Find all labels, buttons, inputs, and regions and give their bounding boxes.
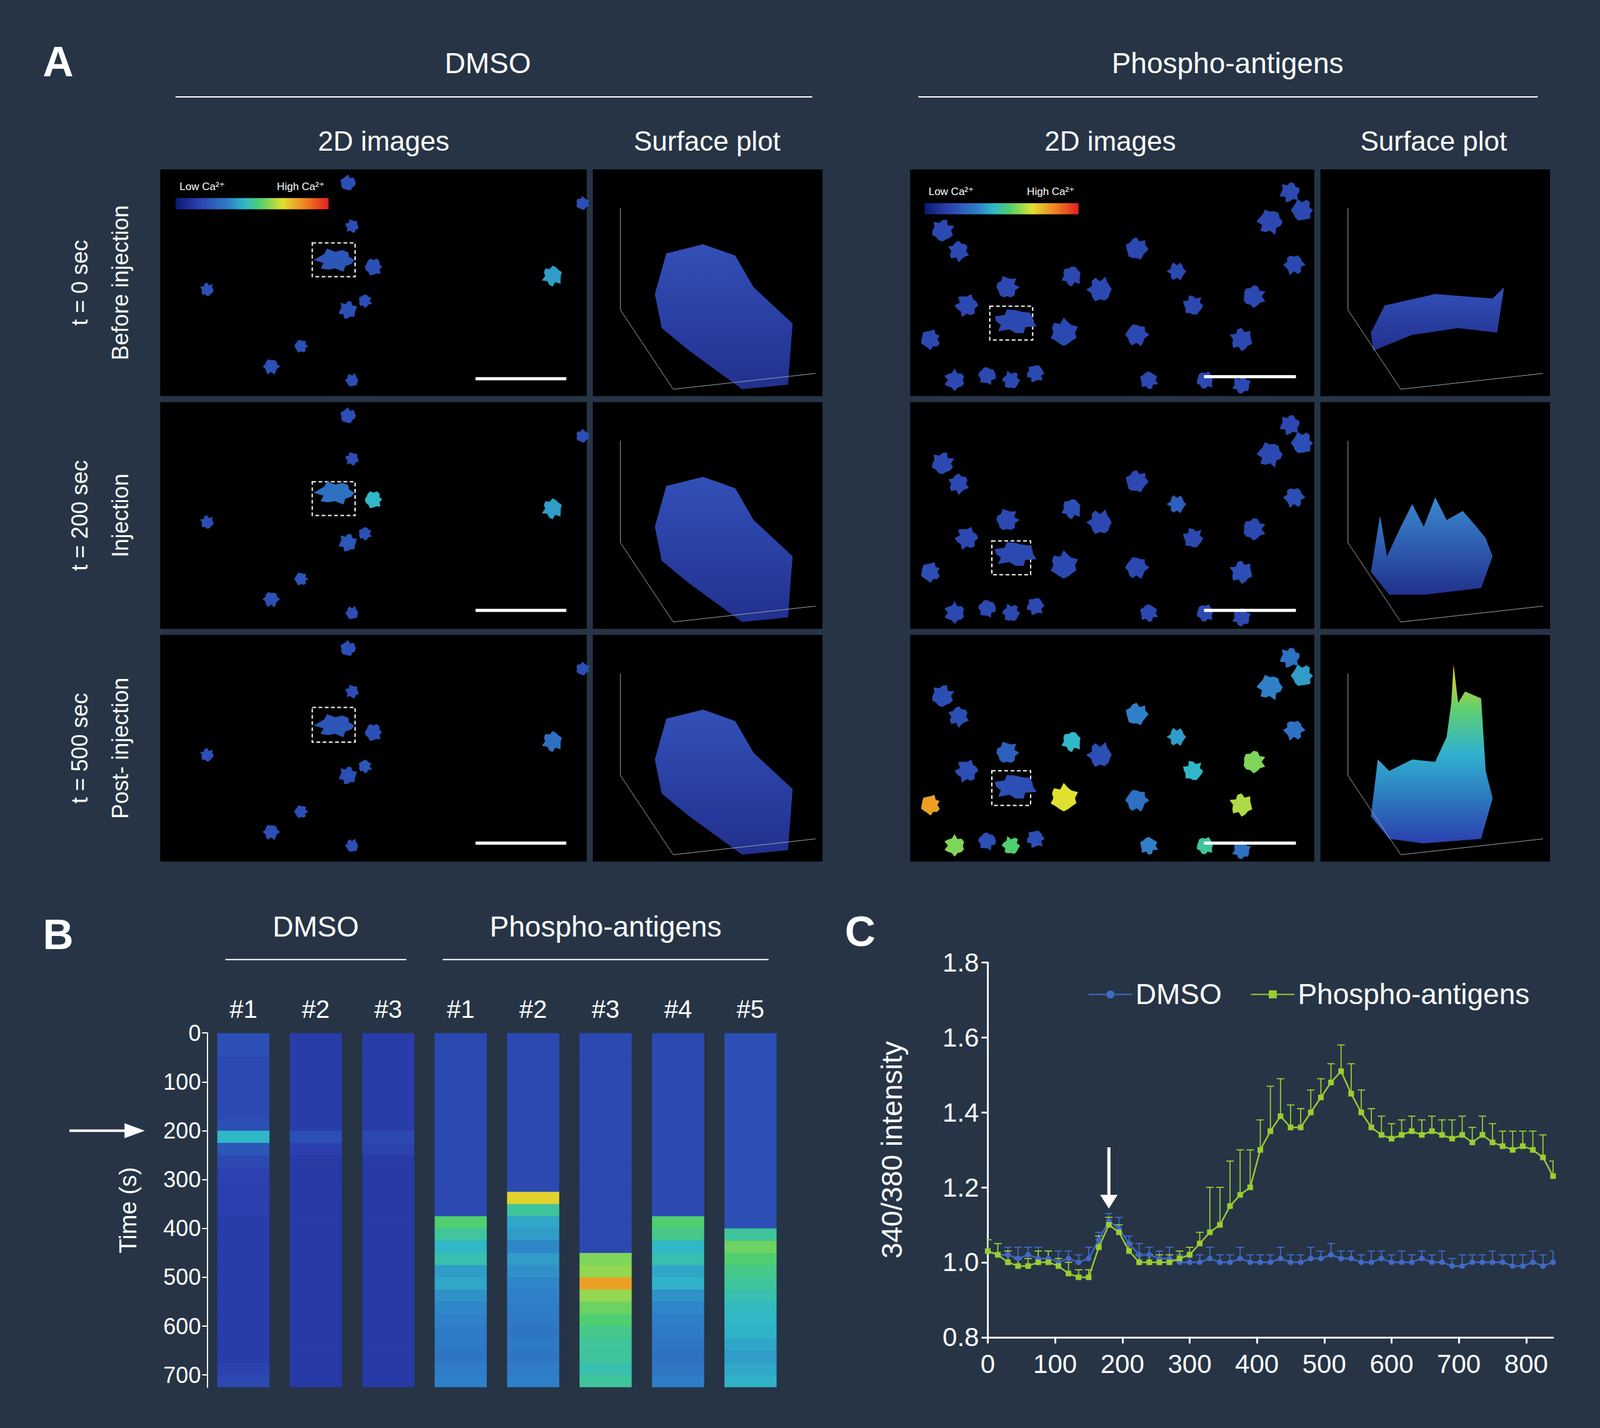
svg-text:1.6: 1.6 (942, 1022, 979, 1052)
svg-text:Before injection: Before injection (107, 205, 134, 360)
svg-text:600: 600 (163, 1313, 201, 1339)
svg-text:100: 100 (1033, 1348, 1077, 1379)
svg-text:#1: #1 (446, 995, 475, 1023)
svg-text:t = 500 sec: t = 500 sec (66, 692, 93, 804)
svg-text:700: 700 (1436, 1348, 1481, 1379)
svg-text:1.2: 1.2 (942, 1172, 979, 1202)
svg-text:#3: #3 (591, 995, 620, 1023)
svg-text:0: 0 (980, 1348, 995, 1379)
svg-text:High Ca²⁺: High Ca²⁺ (276, 180, 325, 193)
svg-text:1.8: 1.8 (942, 947, 979, 977)
svg-text:#4: #4 (664, 995, 693, 1023)
svg-text:#3: #3 (374, 995, 403, 1023)
svg-text:100: 100 (163, 1068, 201, 1095)
svg-text:t = 200 sec: t = 200 sec (66, 460, 93, 571)
svg-text:0.8: 0.8 (942, 1321, 979, 1352)
svg-text:800: 800 (1504, 1348, 1549, 1379)
svg-text:300: 300 (1167, 1348, 1212, 1379)
svg-text:DMSO: DMSO (272, 910, 359, 943)
svg-text:400: 400 (163, 1215, 201, 1241)
svg-text:t = 0 sec: t = 0 sec (66, 240, 93, 326)
svg-text:1.4: 1.4 (942, 1097, 979, 1127)
svg-text:Phospho-antigens: Phospho-antigens (1297, 977, 1530, 1010)
svg-text:Phospho-antigens: Phospho-antigens (490, 910, 722, 943)
svg-text:1.0: 1.0 (942, 1246, 979, 1277)
svg-text:Phospho-antigens: Phospho-antigens (1111, 46, 1344, 80)
svg-text:C: C (845, 906, 876, 955)
svg-text:600: 600 (1369, 1348, 1414, 1379)
svg-text:0: 0 (188, 1020, 201, 1046)
svg-text:#1: #1 (229, 995, 258, 1023)
svg-text:2D images: 2D images (318, 125, 450, 157)
svg-text:DMSO: DMSO (444, 46, 531, 80)
svg-text:DMSO: DMSO (1135, 977, 1222, 1010)
svg-text:400: 400 (1235, 1348, 1279, 1379)
svg-text:200: 200 (1100, 1348, 1145, 1379)
svg-text:A: A (43, 37, 74, 85)
svg-text:Post- injection: Post- injection (107, 677, 134, 819)
svg-text:#2: #2 (519, 995, 548, 1023)
svg-text:High Ca²⁺: High Ca²⁺ (1026, 185, 1075, 198)
svg-text:200: 200 (163, 1117, 201, 1144)
svg-text:#5: #5 (736, 995, 765, 1023)
svg-text:500: 500 (163, 1263, 201, 1290)
svg-text:Low Ca²⁺: Low Ca²⁺ (928, 185, 974, 198)
svg-text:#2: #2 (301, 995, 330, 1023)
svg-text:B: B (43, 910, 74, 958)
svg-text:700: 700 (163, 1361, 201, 1388)
svg-text:Injection: Injection (107, 473, 134, 557)
svg-text:300: 300 (163, 1166, 201, 1192)
svg-text:Surface plot: Surface plot (633, 125, 781, 157)
svg-text:340/380 intensity: 340/380 intensity (875, 1040, 909, 1259)
svg-text:Time (s): Time (s) (115, 1166, 142, 1254)
svg-text:Low Ca²⁺: Low Ca²⁺ (179, 180, 225, 193)
svg-text:Surface plot: Surface plot (1360, 125, 1507, 157)
svg-text:2D images: 2D images (1044, 125, 1176, 157)
svg-text:500: 500 (1302, 1348, 1347, 1379)
